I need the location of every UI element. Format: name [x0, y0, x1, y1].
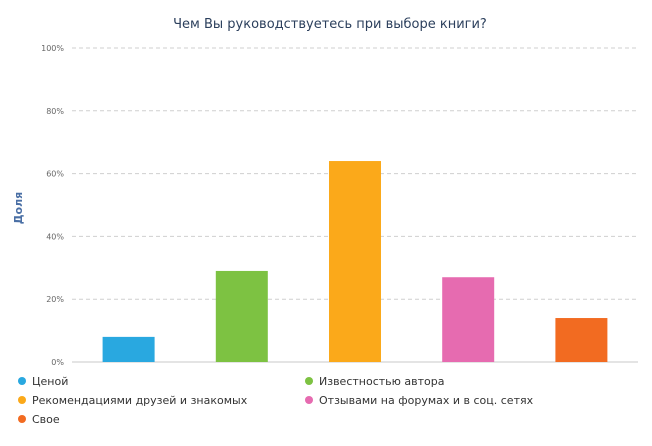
- y-tick-label: 80%: [46, 107, 64, 116]
- legend-marker-icon: [18, 415, 26, 423]
- bar[interactable]: [329, 161, 381, 362]
- y-tick-label: 0%: [51, 358, 64, 367]
- legend-label: Рекомендациями друзей и знакомых: [32, 393, 248, 407]
- legend: Ценой Известностью автора Рекомендациями д…: [18, 374, 638, 426]
- chart-title: Чем Вы руководствуетесь при выборе книги…: [173, 17, 487, 32]
- legend-item[interactable]: Рекомендациями друзей и знакомых: [18, 393, 305, 407]
- legend-item[interactable]: Ценой: [18, 374, 305, 388]
- legend-label: Известностью автора: [319, 374, 445, 388]
- y-tick-label: 20%: [46, 295, 64, 304]
- bar[interactable]: [215, 270, 268, 362]
- legend-item[interactable]: Известностью автора: [305, 374, 625, 388]
- y-tick-labels: 0% 20% 40% 60% 80% 100%: [41, 44, 64, 367]
- legend-label: Отзывами на форумах и в соц. сетях: [319, 393, 534, 407]
- legend-marker-icon: [305, 377, 313, 385]
- bar[interactable]: [102, 336, 155, 362]
- y-axis-label: Доля: [12, 192, 25, 224]
- legend-marker-icon: [305, 396, 313, 404]
- bars: [102, 161, 608, 362]
- legend-marker-icon: [18, 377, 26, 385]
- legend-marker-icon: [18, 396, 26, 404]
- legend-label: Ценой: [32, 374, 69, 388]
- legend-item[interactable]: Отзывами на форумах и в соц. сетях: [305, 393, 625, 407]
- y-tick-label: 100%: [41, 44, 64, 53]
- y-tick-label: 40%: [46, 232, 64, 241]
- legend-label: Свое: [32, 412, 60, 426]
- bar[interactable]: [442, 277, 495, 362]
- legend-item[interactable]: Свое: [18, 412, 305, 426]
- bar[interactable]: [555, 318, 608, 362]
- y-tick-label: 60%: [46, 170, 64, 179]
